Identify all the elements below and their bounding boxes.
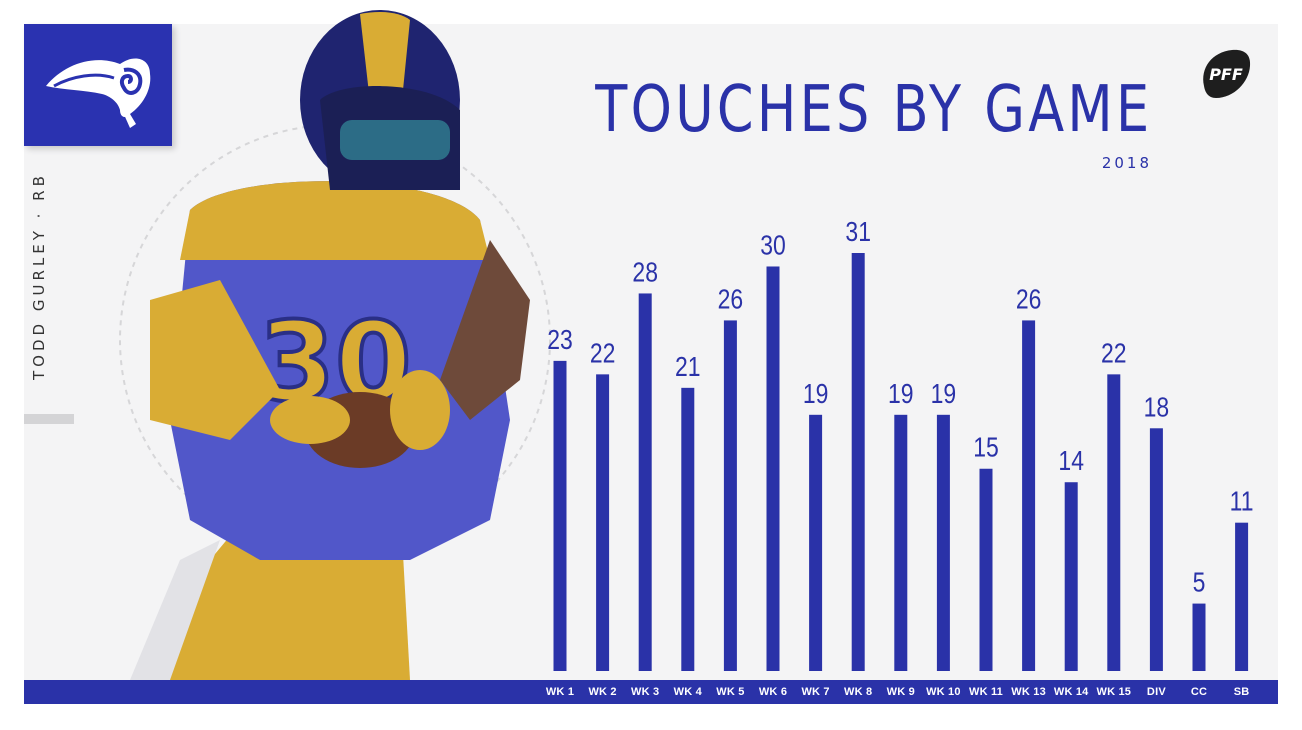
- bar-wk-9: [894, 414, 908, 671]
- data-label: 26: [1016, 284, 1042, 315]
- category-label: DIV: [1146, 686, 1166, 698]
- data-label: 15: [973, 433, 999, 464]
- data-label: 19: [888, 379, 914, 410]
- svg-text:PFF: PFF: [1209, 65, 1243, 84]
- category-label: WK 4: [673, 686, 702, 698]
- data-label: 30: [760, 230, 786, 261]
- data-label: 19: [931, 379, 957, 410]
- chart-title: TOUCHES BY GAME: [594, 73, 1152, 147]
- category-label: WK 6: [758, 686, 788, 698]
- bar-wk-7: [809, 414, 823, 671]
- bar-wk-1: [553, 360, 567, 671]
- chart-subtitle: 2018: [1101, 154, 1152, 172]
- data-label: 28: [632, 257, 658, 288]
- bar-wk-5: [723, 320, 737, 671]
- rams-horn-icon: [46, 58, 151, 128]
- team-logo-box: [24, 24, 172, 146]
- bar-wk-14: [1064, 482, 1078, 671]
- category-label: WK 8: [844, 686, 873, 698]
- pff-football-icon: PFF: [1203, 49, 1251, 98]
- data-label: 5: [1193, 568, 1206, 599]
- bar-wk-15: [1107, 374, 1121, 671]
- category-label: WK 5: [716, 686, 745, 698]
- bar-wk-3: [638, 293, 652, 671]
- bar-div: [1149, 428, 1163, 671]
- bar-wk-13: [1022, 320, 1036, 671]
- category-label: CC: [1190, 686, 1208, 698]
- bar-wk-6: [766, 266, 780, 671]
- category-label: SB: [1233, 686, 1250, 698]
- category-axis-bar: [24, 680, 1278, 704]
- bar-sb: [1235, 522, 1249, 671]
- bar-wk-8: [851, 253, 865, 671]
- category-label: WK 7: [801, 686, 830, 698]
- bar-cc: [1192, 603, 1206, 671]
- data-label: 31: [845, 217, 871, 248]
- bar-wk-11: [979, 468, 993, 671]
- data-label: 18: [1144, 392, 1170, 423]
- category-label: WK 3: [631, 686, 660, 698]
- category-label: WK 11: [968, 686, 1003, 698]
- data-label: 21: [675, 352, 701, 383]
- category-label: WK 14: [1053, 686, 1089, 698]
- category-label: WK 2: [588, 686, 617, 698]
- category-label: WK 10: [926, 686, 961, 698]
- data-label: 22: [1101, 338, 1127, 369]
- bar-wk-2: [596, 374, 610, 671]
- player-illustration: 30: [119, 10, 551, 680]
- bar-wk-10: [936, 414, 950, 671]
- data-label: 26: [718, 284, 744, 315]
- data-label: 22: [590, 338, 616, 369]
- data-label: 19: [803, 379, 829, 410]
- category-label: WK 9: [886, 686, 915, 698]
- category-label: WK 15: [1096, 686, 1132, 698]
- caption-divider: [24, 414, 74, 424]
- category-label: WK 1: [545, 686, 575, 698]
- category-label: WK 13: [1011, 686, 1046, 698]
- data-label: 23: [547, 325, 573, 356]
- data-label: 14: [1058, 446, 1084, 477]
- data-label: 11: [1230, 487, 1254, 518]
- bar-wk-4: [681, 387, 695, 671]
